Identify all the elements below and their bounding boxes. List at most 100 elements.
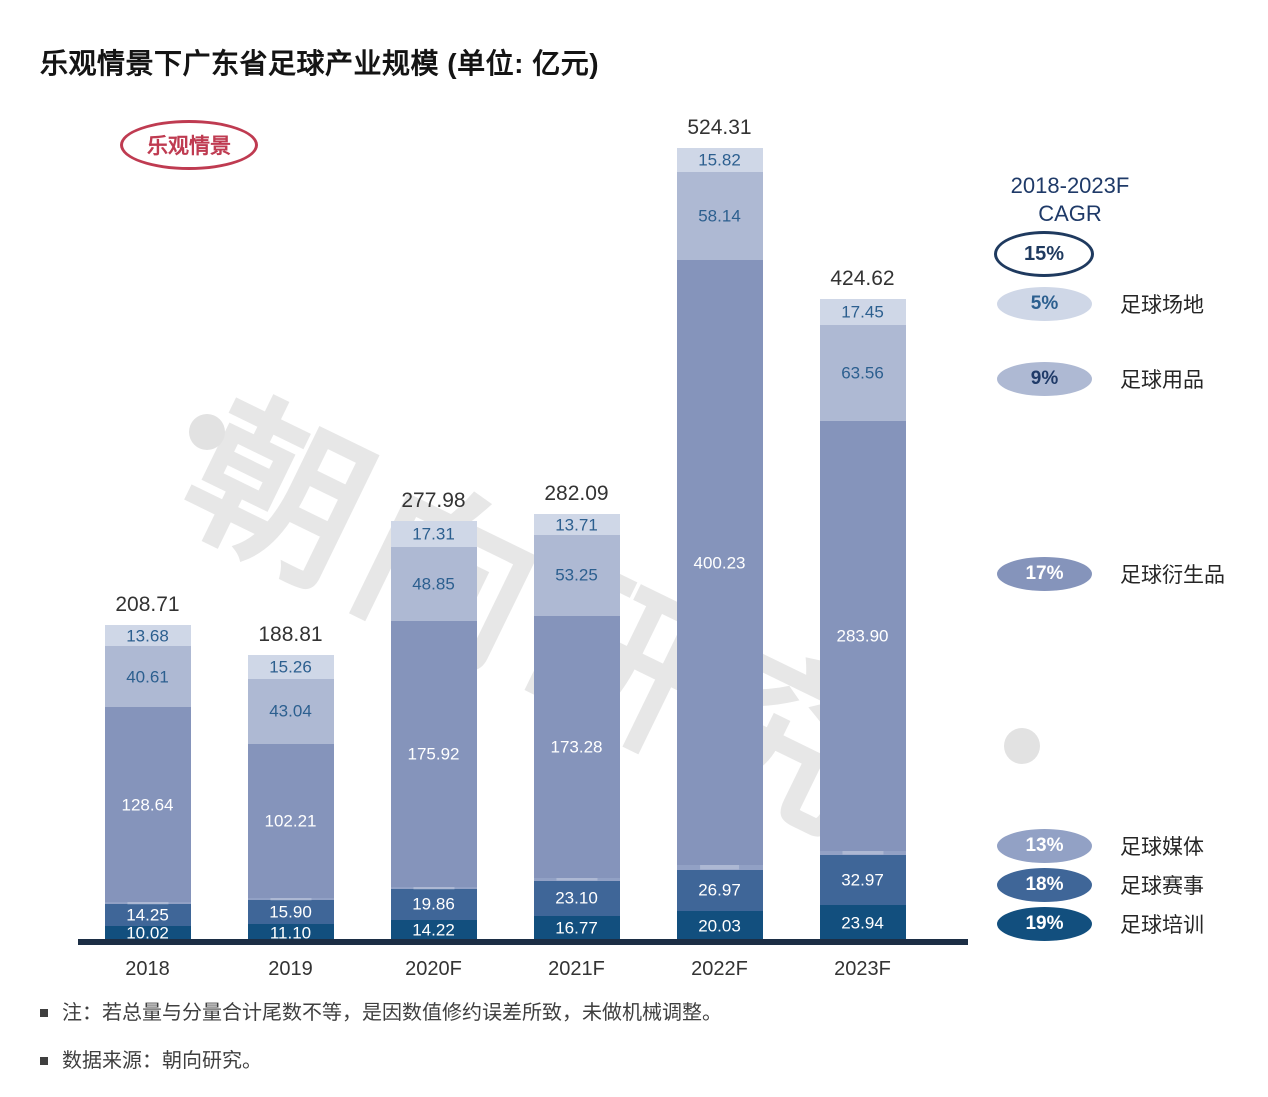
segment-足球衍生品-2020F: 175.92	[390, 620, 477, 887]
segment-足球媒体-2023F: 2.81	[819, 833, 906, 855]
segment-value: 102.21	[264, 811, 317, 831]
segment-足球场地-2018: 13.68	[104, 625, 191, 647]
segment-足球培训-2023F: 23.94	[819, 904, 906, 941]
legend-row-events: 18% 足球赛事	[997, 868, 1204, 902]
legend-heading-line1: 2018-2023F	[1010, 173, 1130, 198]
segment-足球场地-2020F: 17.31	[390, 520, 477, 547]
segment-value: 19.86	[412, 894, 455, 914]
segment-足球场地-2021F: 13.71	[533, 514, 620, 536]
legend-row-total: 15%	[994, 231, 1094, 277]
segment-足球媒体-2021F: 1.98	[533, 859, 620, 881]
segment-足球衍生品-2018: 128.64	[104, 707, 191, 903]
segment-value: 13.71	[555, 515, 598, 535]
scenario-badge-label: 乐观情景	[147, 135, 231, 158]
bar-total-2020F: 277.98	[401, 488, 466, 512]
segment-value: 400.23	[693, 553, 746, 573]
segment-value: 14.22	[412, 920, 455, 940]
legend-label-events: 足球赛事	[1120, 875, 1204, 898]
segment-value: 58.14	[698, 206, 741, 226]
segment-足球培训-2019: 11.10	[247, 924, 334, 941]
bar-total-2019: 188.81	[258, 623, 323, 647]
segment-value: 40.61	[126, 667, 169, 687]
segment-value: 17.45	[841, 302, 884, 322]
segment-足球用品-2022F: 58.14	[676, 171, 763, 260]
segment-value: 15.26	[269, 657, 312, 677]
legend-row-training: 19% 足球培训	[997, 907, 1204, 941]
segment-足球赛事-2018: 14.25	[104, 904, 191, 926]
legend-row-derivatives: 17% 足球衍生品	[997, 557, 1225, 591]
segment-value: 32.97	[841, 870, 884, 890]
legend-label-media: 足球媒体	[1120, 836, 1204, 859]
legend-heading: 2018-2023F CAGR	[975, 172, 1165, 227]
legend-row-goods: 9% 足球用品	[997, 362, 1204, 396]
segment-value: 175.92	[407, 744, 460, 764]
segment-value: 15.90	[269, 902, 312, 922]
segment-足球用品-2023F: 63.56	[819, 325, 906, 422]
segment-足球赛事-2022F: 26.97	[676, 869, 763, 911]
note-row-1: 注：若总量与分量合计尾数不等，是因数值修约误差所致，未做机械调整。	[40, 1000, 722, 1027]
segment-value: 14.25	[126, 905, 169, 925]
segment-value: 63.56	[841, 363, 884, 383]
segment-足球衍生品-2021F: 173.28	[533, 615, 620, 878]
legend-oval-events: 18%	[997, 868, 1092, 902]
bar-total-2022F: 524.31	[687, 116, 752, 139]
segment-value: 48.85	[412, 574, 455, 594]
x-axis-label-2023F: 2023F	[834, 958, 891, 980]
x-axis-label-2022F: 2022F	[691, 958, 748, 980]
segment-value: 23.94	[841, 913, 884, 933]
segment-足球赛事-2020F: 19.86	[390, 889, 477, 920]
legend-oval-venues: 5%	[997, 287, 1092, 321]
bar-total-2021F: 282.09	[544, 482, 609, 506]
segment-足球培训-2018: 10.02	[104, 923, 191, 943]
bar-total-2018: 208.71	[115, 593, 180, 617]
note-row-2: 数据来源：朝向研究。	[40, 1048, 262, 1075]
segment-足球衍生品-2023F: 283.90	[819, 421, 906, 851]
segment-足球媒体-2019: 1.30	[247, 879, 334, 901]
segment-足球衍生品-2019: 102.21	[247, 743, 334, 899]
watermark-dot-bottom-right	[1004, 728, 1040, 764]
segment-足球用品-2020F: 48.85	[390, 546, 477, 621]
bar-2021F: 16.77 23.10 1.98 173.28 53.25 13.71	[533, 514, 620, 941]
segment-足球用品-2021F: 53.25	[533, 535, 620, 616]
legend-oval-total-cagr: 15%	[994, 231, 1094, 277]
legend-label-training: 足球培训	[1120, 914, 1204, 937]
segment-value: 15.82	[698, 150, 741, 170]
segment-value: 17.31	[412, 524, 455, 544]
scenario-badge: 乐观情景	[120, 120, 258, 170]
segment-value: 23.10	[555, 888, 598, 908]
legend-row-media: 13% 足球媒体	[997, 829, 1204, 863]
note-text-2: 数据来源：朝向研究。	[62, 1050, 262, 1072]
segment-value: 26.97	[698, 880, 741, 900]
segment-足球衍生品-2022F: 400.23	[676, 259, 763, 866]
segment-value: 173.28	[550, 737, 603, 757]
segment-value: 53.25	[555, 565, 598, 585]
legend-heading-line2: CAGR	[1038, 200, 1102, 226]
bullet-icon	[40, 1009, 48, 1017]
segment-足球赛事-2021F: 23.10	[533, 880, 620, 916]
legend-label-venues: 足球场地	[1120, 294, 1204, 317]
legend-oval-goods: 9%	[997, 362, 1092, 396]
bar-2020F: 14.22 19.86 1.83 175.92 48.85 17.31	[390, 520, 477, 941]
segment-足球场地-2022F: 15.82	[676, 148, 763, 172]
segment-足球赛事-2023F: 32.97	[819, 854, 906, 905]
legend-oval-media: 13%	[997, 829, 1092, 863]
x-axis-label-2018: 2018	[125, 958, 170, 980]
segment-足球场地-2023F: 17.45	[819, 298, 906, 326]
segment-value: 10.02	[126, 923, 169, 943]
segment-足球用品-2018: 40.61	[104, 646, 191, 708]
segment-value: 283.90	[836, 626, 889, 646]
bar-2023F: 23.94 32.97 2.81 283.90 63.56 17.45	[819, 298, 906, 941]
x-axis-line	[78, 939, 968, 945]
segment-足球媒体-2018: 1.51	[104, 883, 191, 905]
segment-足球媒体-2022F: 3.11	[676, 848, 763, 870]
x-axis-label-2020F: 2020F	[405, 958, 462, 980]
legend-row-venues: 5% 足球场地	[997, 287, 1204, 321]
segment-足球培训-2020F: 14.22	[390, 919, 477, 941]
segment-足球赛事-2019: 15.90	[247, 900, 334, 925]
x-axis-label-2021F: 2021F	[548, 958, 605, 980]
segment-value: 128.64	[121, 795, 174, 815]
segment-value: 13.68	[126, 626, 169, 646]
